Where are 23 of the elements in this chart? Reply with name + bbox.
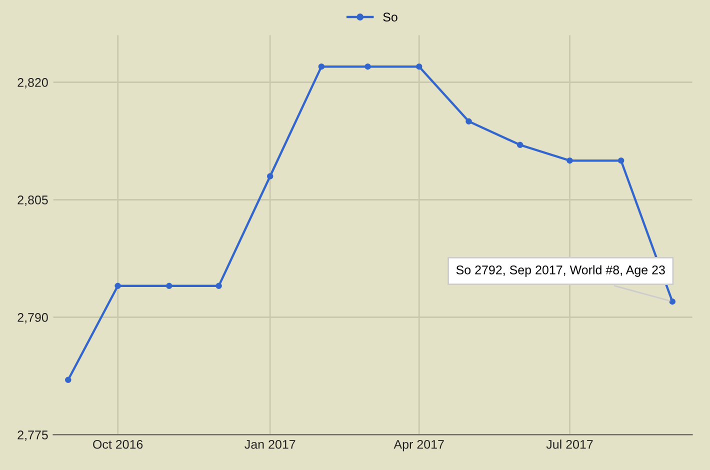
point	[114, 282, 121, 290]
x-tick-label: Jul 2017	[546, 440, 593, 449]
point	[318, 63, 325, 70]
point	[618, 157, 624, 164]
point	[266, 173, 274, 180]
point	[166, 282, 172, 290]
point	[364, 63, 371, 70]
point	[566, 157, 573, 164]
y-tick-label: 2,805	[18, 196, 48, 206]
point	[416, 63, 422, 70]
point	[466, 118, 472, 125]
y-tick-label: 2,775	[18, 430, 48, 441]
legend-label: So	[383, 12, 398, 22]
y-tick-label: 2,820	[18, 78, 48, 88]
point	[516, 142, 524, 148]
x-tick-label: Jan 2017	[244, 440, 296, 449]
point	[669, 298, 676, 305]
annotation: So 2792, Sep 2017, World #8, Age 23	[456, 265, 665, 277]
point	[65, 376, 72, 384]
x-tick-label: Apr 2017	[394, 440, 444, 452]
x-tick-label: Oct 2016	[93, 440, 143, 449]
y-tick-label: 2,790	[18, 313, 48, 324]
point	[216, 282, 222, 290]
